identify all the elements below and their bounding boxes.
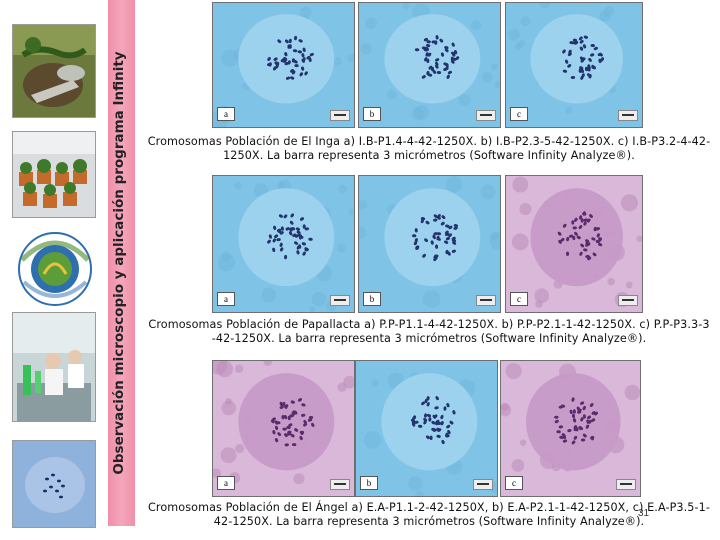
caption-line: -42-1250X. La barra representa 3 micróme… — [211, 332, 647, 345]
micrograph-row3-c: c — [500, 360, 641, 497]
micrograph-row1-b: b — [358, 2, 501, 128]
field-photo — [12, 24, 96, 118]
scale-bar — [618, 295, 638, 306]
sidebar-title: Observación microscopio y aplicación pro… — [111, 51, 127, 475]
lab-logo — [14, 230, 96, 308]
scale-bar — [330, 295, 350, 306]
panel-label: a — [217, 476, 235, 490]
panel-label: a — [217, 292, 235, 306]
caption-line: 1250X. La barra representa 3 micrómetros… — [223, 149, 635, 162]
caption-line: Cromosomas Población de Papallacta a) P.… — [148, 318, 710, 331]
lab-photo — [12, 312, 96, 422]
panel-label: c — [510, 292, 528, 306]
panel-label: a — [217, 107, 235, 121]
caption-row1: Cromosomas Población de El Inga a) I.B-P… — [138, 135, 720, 163]
micrograph-row2-b: b — [358, 175, 501, 313]
scale-bar — [476, 110, 496, 121]
caption-line: Cromosomas Población de El Inga a) I.B-P… — [147, 135, 711, 148]
scale-bar — [476, 295, 496, 306]
micrograph-row1-c: c — [505, 2, 643, 128]
micrograph-row1-a: a — [212, 2, 355, 128]
panel-label: b — [363, 107, 381, 121]
micrograph-row3-a: a — [212, 360, 355, 497]
panel-label: c — [510, 107, 528, 121]
micrograph-row2-a: a — [212, 175, 355, 313]
scale-bar — [616, 479, 636, 490]
greenhouse-photo — [12, 131, 96, 218]
scale-bar — [330, 479, 350, 490]
scale-bar — [330, 110, 350, 121]
micrograph-row2-c: c — [505, 175, 643, 313]
micrograph-row3-b: b — [355, 360, 498, 497]
caption-line: 42-1250X. La barra representa 3 micrómet… — [213, 515, 645, 528]
micrograph-thumb — [12, 440, 96, 528]
caption-row2: Cromosomas Población de Papallacta a) P.… — [138, 318, 720, 346]
scale-bar — [618, 110, 638, 121]
sidebar-band — [108, 0, 135, 526]
caption-line: Cromosomas Población de El Ángel a) E.A-… — [147, 501, 711, 514]
page-number: 31 — [638, 508, 650, 519]
panel-label: b — [360, 476, 378, 490]
caption-row3: Cromosomas Población de El Ángel a) E.A-… — [138, 501, 720, 529]
panel-label: c — [505, 476, 523, 490]
panel-label: b — [363, 292, 381, 306]
scale-bar — [473, 479, 493, 490]
